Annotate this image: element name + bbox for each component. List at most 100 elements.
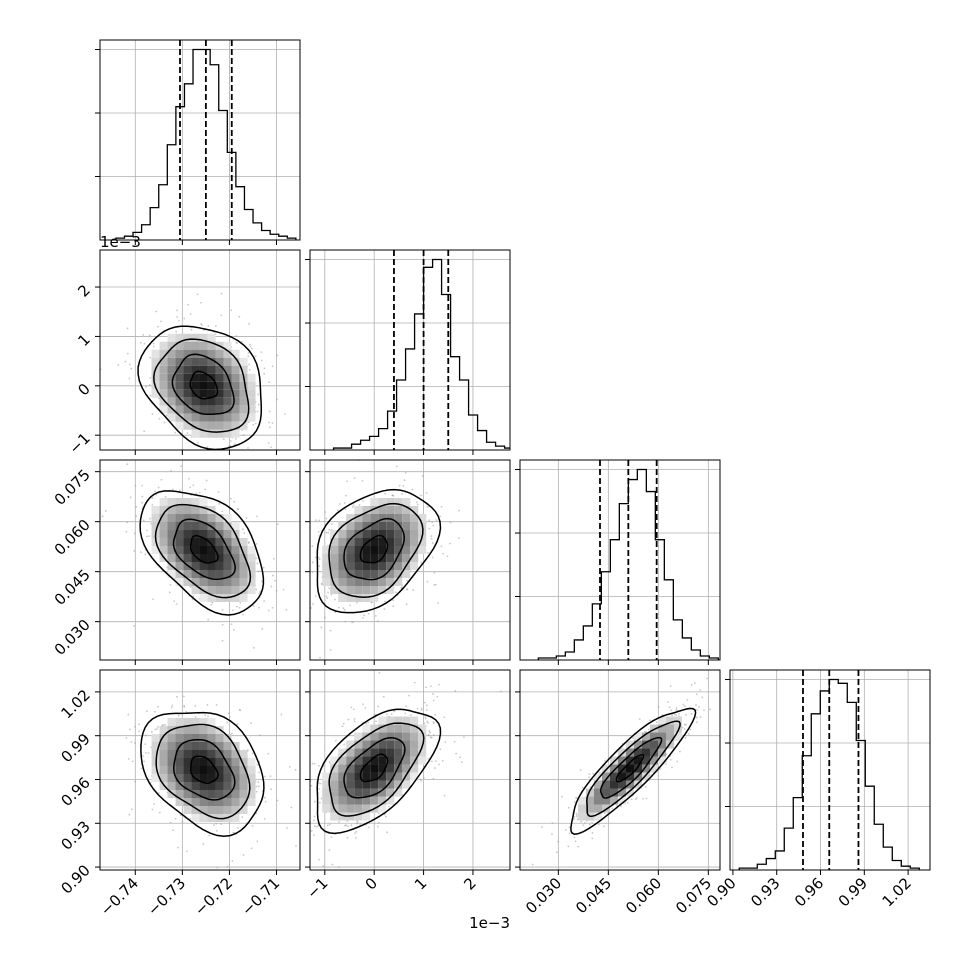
- sample-point: [327, 531, 330, 534]
- sample-point: [326, 824, 329, 827]
- sample-point: [144, 743, 147, 745]
- contour-line: [155, 723, 251, 820]
- sample-point: [230, 497, 232, 500]
- density-block: [634, 732, 642, 741]
- density-block: [338, 796, 347, 805]
- density-block: [618, 764, 626, 773]
- sample-point: [138, 723, 140, 726]
- sample-point: [671, 714, 673, 717]
- sample-point: [207, 618, 210, 621]
- density-block: [215, 798, 224, 806]
- sample-point: [236, 342, 239, 345]
- sample-point: [567, 845, 570, 848]
- density-block: [231, 373, 240, 382]
- sample-point: [430, 537, 433, 540]
- density-block: [175, 578, 184, 586]
- density-block: [602, 788, 610, 797]
- density-block: [354, 546, 363, 554]
- sample-point: [437, 602, 439, 605]
- density-block: [159, 506, 168, 514]
- density-block: [191, 758, 200, 766]
- density-block: [378, 538, 387, 546]
- density-block: [239, 806, 248, 814]
- sample-point: [434, 583, 437, 586]
- sample-point: [148, 535, 151, 538]
- sample-point: [347, 825, 349, 828]
- sample-point: [101, 515, 104, 518]
- sample-point: [392, 605, 395, 608]
- sample-point: [413, 681, 416, 684]
- density-block: [191, 806, 200, 814]
- density-block: [322, 578, 331, 586]
- density-block: [215, 365, 224, 374]
- sample-point: [343, 608, 346, 611]
- sample-point: [190, 453, 192, 455]
- density-block: [175, 790, 184, 798]
- sample-point: [319, 801, 321, 804]
- density-block: [223, 413, 232, 422]
- sample-point: [561, 795, 563, 798]
- density-block: [231, 381, 240, 390]
- sample-point: [331, 863, 334, 866]
- sample-point: [540, 826, 543, 828]
- density-block: [231, 814, 240, 822]
- density-block: [370, 530, 379, 538]
- density-block: [151, 357, 160, 366]
- sample-point: [168, 591, 171, 594]
- density-block: [159, 726, 168, 734]
- sample-point: [344, 620, 347, 623]
- density-block: [231, 594, 240, 602]
- sample-point: [431, 542, 434, 545]
- sample-point: [344, 508, 347, 511]
- x-tick-label: −0.73: [144, 874, 189, 919]
- sample-point: [343, 743, 345, 746]
- density-block: [159, 341, 168, 350]
- density-block: [167, 734, 176, 742]
- density-block: [370, 772, 379, 781]
- density-block: [354, 732, 363, 741]
- density-block: [199, 758, 208, 766]
- sample-point: [432, 733, 435, 736]
- density-block: [378, 514, 387, 522]
- sample-point: [395, 465, 398, 468]
- sample-point: [134, 725, 136, 728]
- sample-point: [364, 707, 367, 709]
- density-block: [247, 562, 256, 570]
- sample-point: [250, 722, 252, 725]
- density-block: [410, 506, 419, 514]
- sample-point: [588, 773, 591, 776]
- density-block: [183, 357, 192, 366]
- sample-point: [370, 601, 373, 604]
- sample-point: [215, 703, 218, 706]
- sample-point: [194, 716, 197, 718]
- sample-point: [248, 322, 251, 325]
- density-block: [346, 578, 355, 586]
- sample-point: [128, 363, 131, 366]
- sample-point: [274, 579, 276, 582]
- sample-point: [446, 555, 449, 558]
- density-block: [183, 397, 192, 406]
- sample-point: [156, 728, 158, 730]
- sample-point: [258, 592, 261, 595]
- sample-point: [126, 352, 129, 355]
- density-block: [175, 506, 184, 514]
- density-block: [175, 530, 184, 538]
- density-block: [199, 333, 208, 342]
- density-block: [223, 538, 232, 546]
- sample-point: [409, 714, 412, 717]
- hist-plot-area: [100, 40, 300, 240]
- density-block: [167, 774, 176, 782]
- density-block: [207, 562, 216, 570]
- density-block: [215, 586, 224, 594]
- sample-point: [449, 542, 451, 545]
- density-block: [159, 734, 168, 742]
- density-block: [386, 724, 395, 733]
- density-block: [338, 554, 347, 562]
- sample-point: [576, 818, 579, 821]
- sample-point: [274, 808, 276, 810]
- density-block: [231, 365, 240, 374]
- density-block: [175, 341, 184, 350]
- density-block: [191, 562, 200, 570]
- density-block: [362, 748, 371, 757]
- density-block: [223, 750, 232, 758]
